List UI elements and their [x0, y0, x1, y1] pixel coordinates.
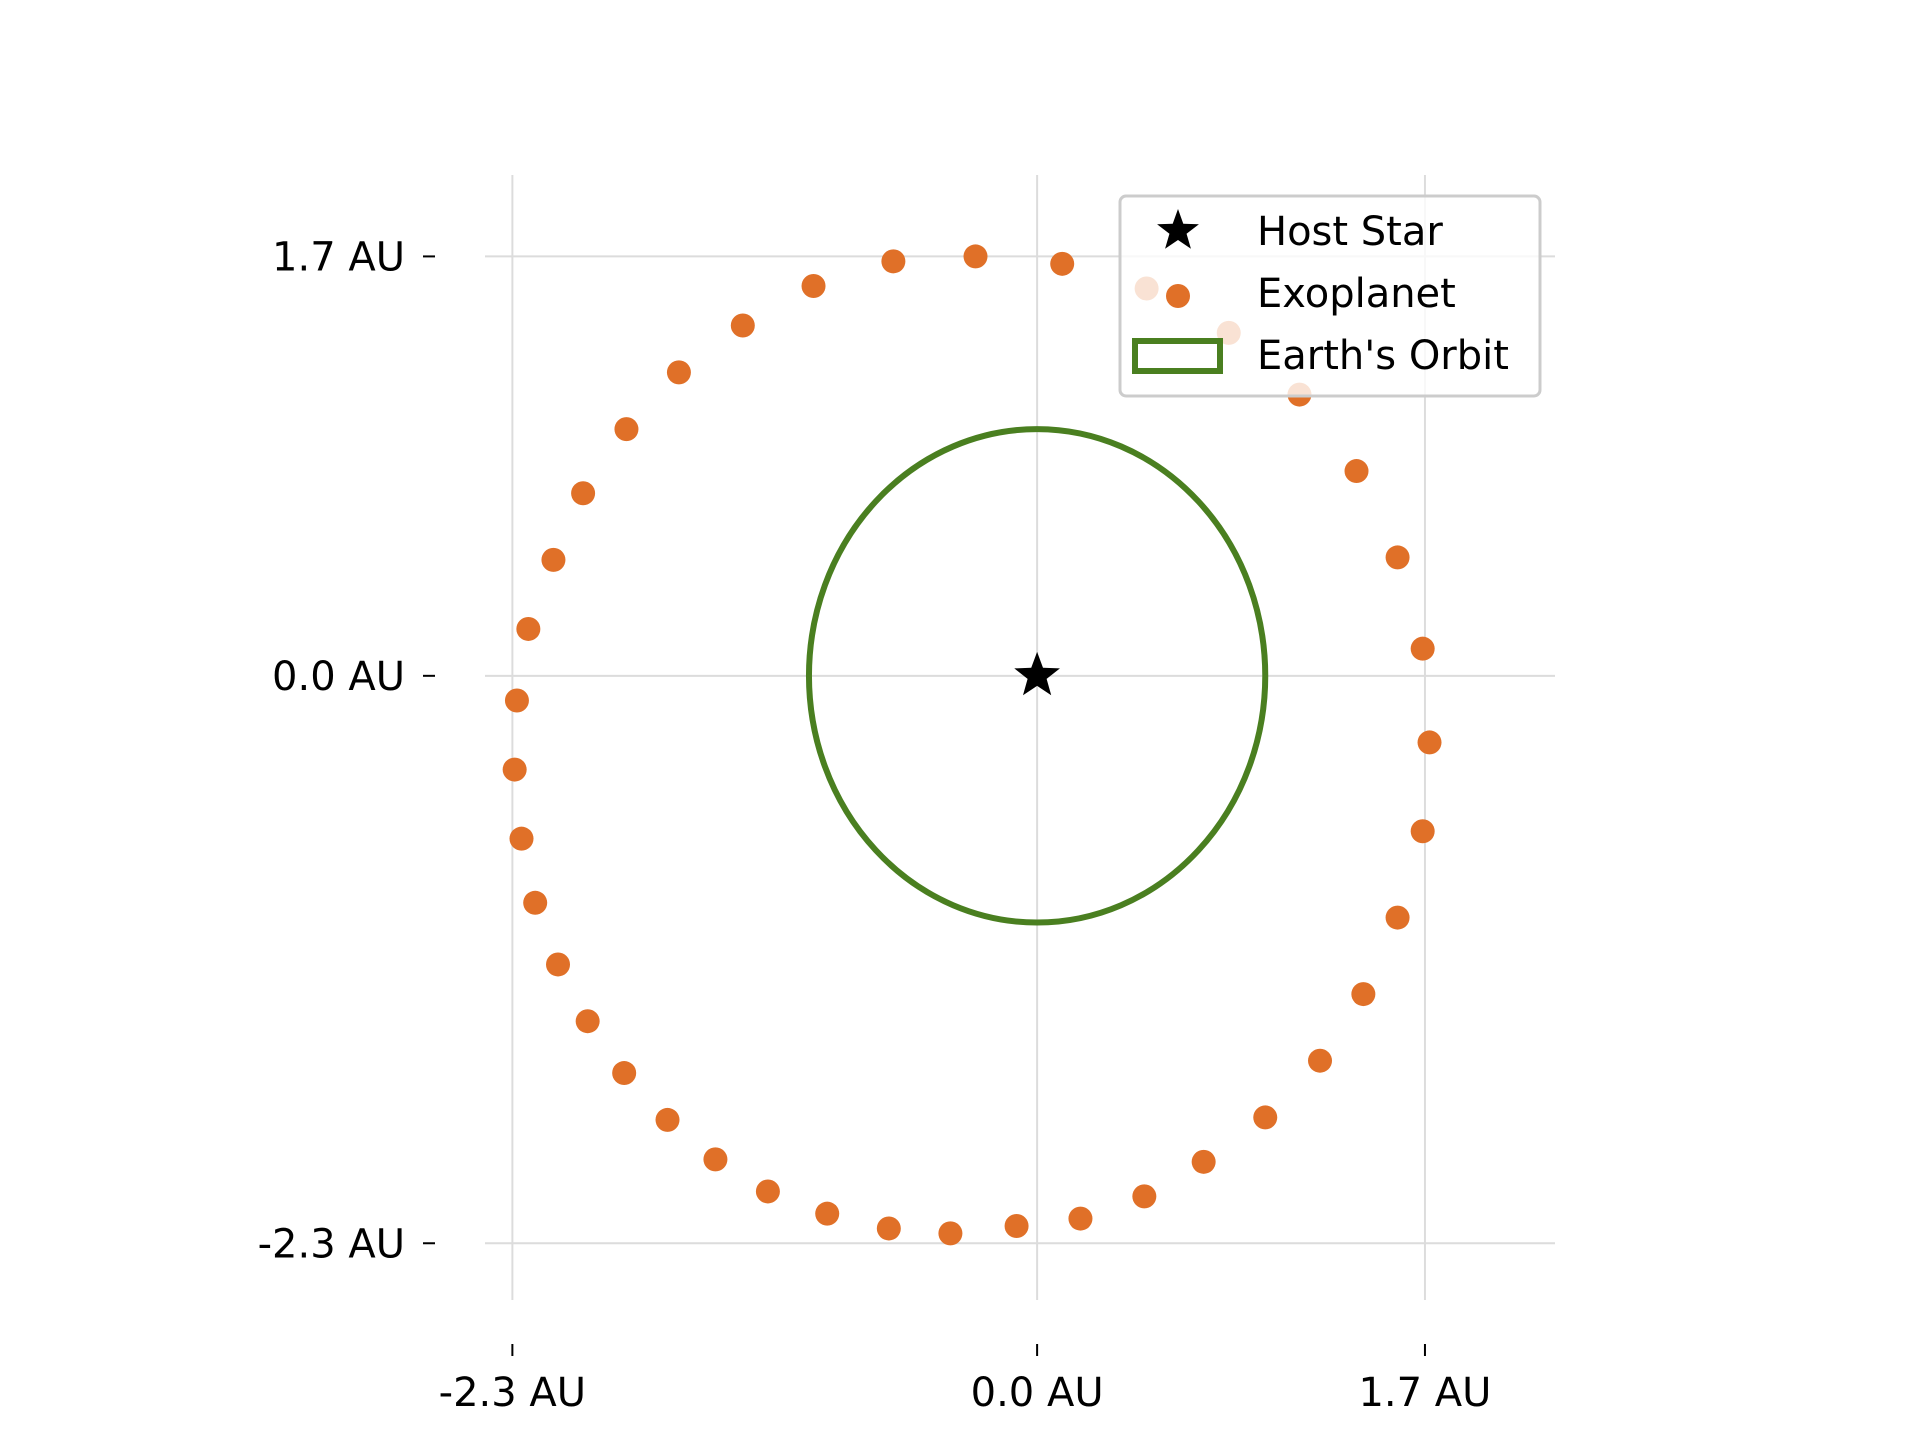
legend-star-icon [1157, 209, 1199, 249]
exoplanet-point [876, 1216, 901, 1241]
data-layer [502, 244, 1442, 1246]
exoplanet-point [546, 952, 571, 977]
exoplanet-point [1050, 251, 1075, 276]
x-tick-label: 1.7 AU [1358, 1370, 1491, 1416]
axis-layer: -2.3 AU 0.0 AU 1.7 AU 1.7 AU 0.0 AU -2.3 AU [258, 234, 1492, 1416]
exoplanet-point [963, 244, 988, 269]
legend-label: Exoplanet [1257, 271, 1456, 317]
exoplanet-point [1344, 459, 1369, 484]
exoplanet-point [509, 826, 534, 851]
exoplanet-point [1132, 1184, 1157, 1209]
y-tick-label: -2.3 AU [258, 1221, 405, 1267]
exoplanet-point [1253, 1105, 1278, 1130]
legend-label: Earth's Orbit [1257, 333, 1509, 379]
exoplanet-point [504, 688, 529, 713]
exoplanet-point [523, 890, 548, 915]
legend-box [1118, 194, 1542, 398]
earth-orbit-circle [805, 426, 1269, 926]
exoplanet-point [1004, 1213, 1029, 1238]
exoplanet-point [1385, 905, 1410, 930]
exoplanet-point [502, 757, 527, 782]
exoplanet-point [575, 1009, 600, 1034]
exoplanet-point [612, 1061, 637, 1086]
exoplanet-point [755, 1179, 780, 1204]
exoplanet-point [516, 616, 541, 641]
exoplanet-point [1308, 1048, 1333, 1073]
y-tick-label: 0.0 AU [272, 654, 405, 700]
exoplanet-point [571, 481, 596, 506]
y-tick-label: 1.7 AU [272, 234, 405, 280]
legend-orbit-swatch [1132, 338, 1223, 374]
exoplanet-point [730, 313, 755, 338]
exoplanet-point [655, 1107, 680, 1132]
x-tick-label: -2.3 AU [439, 1370, 586, 1416]
legend-exoplanet-marker [1166, 284, 1190, 308]
exoplanet-point [666, 360, 691, 385]
exoplanet-point [1417, 730, 1442, 755]
legend: Host Star Exoplanet Earth's Orbit [1118, 194, 1542, 398]
exoplanet-point [1385, 545, 1410, 570]
exoplanet-point [1410, 819, 1435, 844]
exoplanet-point [881, 249, 906, 274]
exoplanet-point [815, 1201, 840, 1226]
exoplanet-point [703, 1147, 728, 1172]
exoplanet-point [1351, 982, 1376, 1007]
exoplanet-point [938, 1221, 963, 1246]
exoplanet-point [614, 417, 639, 442]
host-star-marker [1014, 651, 1060, 696]
exoplanet-point [801, 274, 826, 299]
exoplanet-point [1191, 1149, 1216, 1174]
x-tick-label: 0.0 AU [971, 1370, 1104, 1416]
exoplanet-point [541, 547, 566, 572]
exoplanet-point [1068, 1206, 1093, 1231]
exoplanet-point [1410, 636, 1435, 661]
legend-label: Host Star [1257, 209, 1443, 255]
